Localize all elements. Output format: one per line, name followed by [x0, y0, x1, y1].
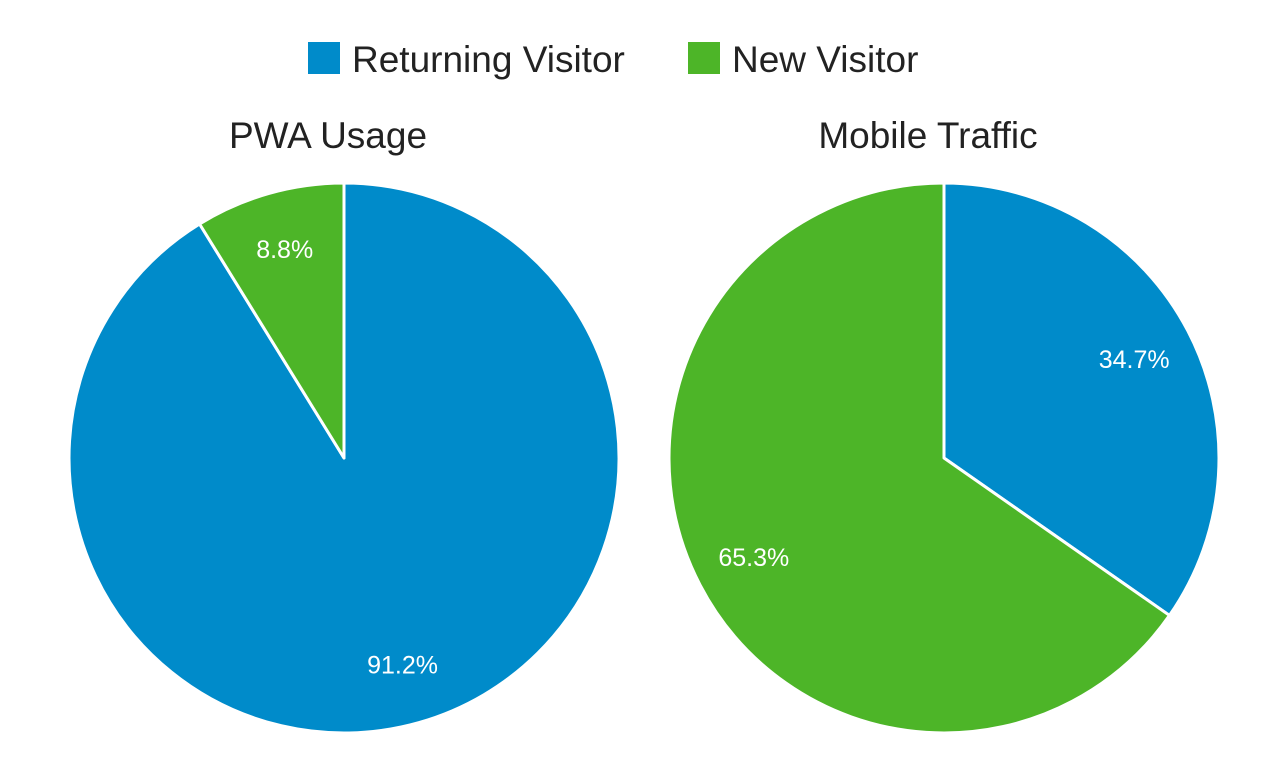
legend-swatch-new-visitor: [688, 42, 720, 74]
legend-label-returning-visitor: Returning Visitor: [352, 39, 625, 80]
chart-title-mobile-traffic: Mobile Traffic: [818, 115, 1037, 156]
slice-label-pwa-usage-new-visitor: 8.8%: [256, 236, 313, 264]
pie-slice-mobile-traffic-new-visitor: [667, 181, 1171, 735]
chart-title-pwa-usage: PWA Usage: [229, 115, 427, 156]
legend-item-returning-visitor: Returning Visitor: [308, 39, 625, 80]
pie-slice-pwa-usage-new-visitor: [198, 181, 346, 460]
pie-slice-mobile-traffic-returning-visitor: [942, 181, 1221, 617]
chart-legend: Returning Visitor New Visitor: [308, 39, 918, 80]
legend-label-new-visitor: New Visitor: [732, 39, 918, 80]
slice-label-pwa-usage-returning-visitor: 91.2%: [367, 651, 438, 679]
slice-label-mobile-traffic-new-visitor: 65.3%: [718, 544, 789, 572]
pie-mobile-traffic: 34.7% 65.3%: [667, 181, 1221, 735]
slice-label-mobile-traffic-returning-visitor: 34.7%: [1099, 346, 1170, 374]
pie-pwa-usage: 91.2% 8.8%: [67, 181, 621, 735]
legend-swatch-returning-visitor: [308, 42, 340, 74]
legend-item-new-visitor: New Visitor: [688, 39, 918, 80]
